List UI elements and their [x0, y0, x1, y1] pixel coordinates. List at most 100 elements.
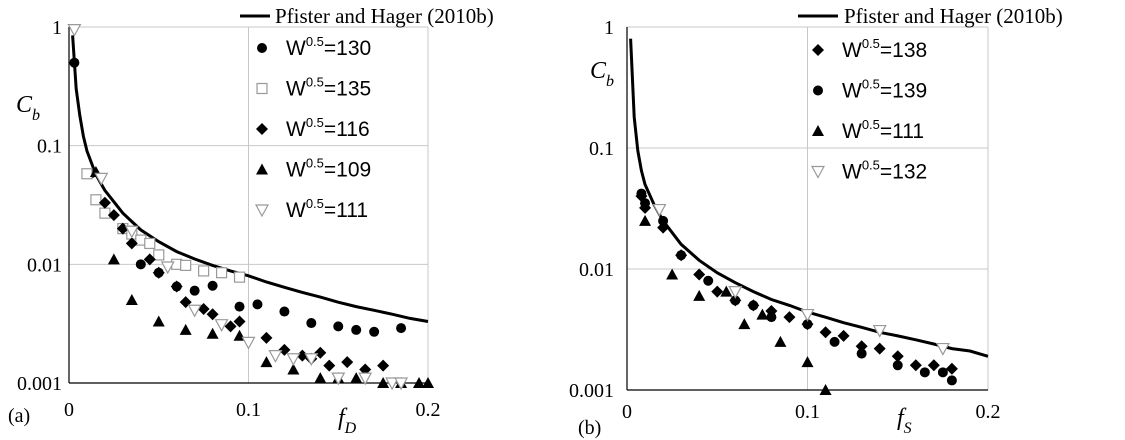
data-point-series-4 — [179, 323, 192, 335]
data-point-series-3 — [170, 280, 183, 293]
x-tick-label: 0 — [622, 401, 632, 423]
legend-marker-series-4 — [256, 163, 268, 175]
data-point-series-3 — [801, 356, 814, 368]
x-axis-label: fS — [897, 405, 912, 437]
x-axis-label-subscript: D — [344, 420, 357, 437]
data-point-series-4 — [422, 377, 434, 388]
x-tick-label: 0.1 — [236, 399, 261, 421]
data-point-series-1 — [855, 340, 868, 353]
legend-label-name: W — [842, 120, 862, 143]
x-tick-label: 0.2 — [416, 399, 441, 421]
legend-label-name: W — [286, 199, 306, 222]
data-point-series-1 — [927, 359, 940, 372]
data-point-series-4 — [260, 356, 273, 368]
legend-marker-series-1 — [812, 44, 824, 56]
data-point-series-4 — [152, 315, 165, 327]
data-point-series-3 — [341, 356, 354, 369]
data-point-series-1 — [306, 318, 317, 329]
legend-label-exponent: 0.5 — [306, 196, 324, 211]
y-tick-label: 0.001 — [569, 380, 614, 402]
data-point-series-1 — [891, 350, 904, 363]
legend-marker-series-3 — [256, 123, 268, 135]
data-point-series-3 — [107, 209, 120, 222]
data-point-series-3 — [152, 266, 165, 279]
legend-label-series-4: W0.5=132 — [842, 158, 927, 184]
data-point-series-1 — [873, 342, 886, 355]
legend-label-value: =111 — [324, 199, 368, 222]
data-point-series-1 — [189, 285, 200, 296]
legend-label-value: =130 — [324, 37, 371, 60]
data-point-series-1 — [279, 306, 290, 317]
data-point-series-1 — [135, 259, 146, 270]
data-point-series-4 — [107, 253, 120, 265]
data-point-series-2 — [919, 367, 930, 378]
legend-label-exponent: 0.5 — [306, 156, 324, 171]
data-point-series-5 — [385, 377, 400, 391]
data-point-series-2 — [144, 237, 156, 250]
x-tick-label: 0 — [64, 399, 74, 421]
legend-label-exponent: 0.5 — [306, 75, 324, 90]
legend-marker-series-2 — [813, 85, 823, 96]
data-point-series-2 — [99, 207, 111, 219]
data-point-series-3 — [314, 346, 327, 359]
y-tick-label: 0.1 — [37, 136, 62, 158]
data-point-series-3 — [377, 359, 390, 372]
y-tick-label: 0.01 — [27, 254, 62, 276]
reference-curve-line — [629, 38, 989, 358]
legend-label-value: =111 — [880, 120, 924, 143]
data-point-series-3 — [323, 359, 336, 372]
data-point-series-2 — [676, 250, 687, 261]
data-point-series-4 — [652, 203, 667, 217]
data-point-series-1 — [234, 301, 245, 312]
legend-label-name: W — [286, 159, 306, 182]
data-point-series-5 — [241, 336, 256, 350]
data-point-series-1 — [837, 329, 850, 342]
data-point-series-3 — [206, 308, 219, 321]
data-point-series-3 — [296, 349, 309, 362]
data-point-series-4 — [800, 308, 815, 322]
data-point-series-3 — [260, 331, 273, 344]
x-tick-label: 0.2 — [976, 401, 1001, 423]
chart-panel-b: 1 0.1 0.01 0.001 0 0.1 0.2 Cb fS (b) Pfister and H… — [569, 4, 1063, 439]
legend-marker-series-1 — [257, 43, 267, 53]
data-point-series-4 — [413, 377, 426, 388]
legend-label-series-1: W0.5=138 — [842, 36, 927, 62]
data-point-series-5 — [214, 319, 229, 332]
legend-label-series-3: W0.5=116 — [286, 115, 370, 141]
y-tick-label: 1 — [52, 17, 62, 39]
data-point-series-2 — [748, 300, 759, 311]
y-axis-label-subscript: b — [606, 73, 614, 90]
data-point-series-2 — [215, 267, 228, 279]
data-point-series-1 — [693, 268, 706, 281]
legend-label-value: =109 — [324, 159, 371, 182]
data-point-series-1 — [69, 57, 80, 68]
legend-label-value: =132 — [880, 161, 927, 184]
data-point-series-5 — [394, 377, 409, 391]
legend-label-name: W — [286, 78, 306, 101]
y-axis-label: Cb — [590, 58, 614, 90]
legend-label-exponent: 0.5 — [862, 158, 880, 173]
legend-label-name: W — [842, 80, 862, 103]
data-point-series-3 — [738, 318, 751, 330]
data-point-series-3 — [278, 343, 291, 356]
data-point-series-5 — [187, 304, 202, 318]
data-point-series-1 — [783, 311, 796, 324]
data-point-series-3 — [116, 222, 129, 235]
data-point-series-2 — [892, 360, 903, 371]
data-point-series-4 — [125, 294, 138, 306]
legend-curve-label: Pfister and Hager (2010b) — [275, 4, 494, 28]
data-point-series-1 — [945, 362, 958, 375]
data-point-series-2 — [81, 168, 93, 180]
y-tick-label: 0.001 — [17, 373, 62, 395]
data-point-series-5 — [331, 372, 346, 386]
data-point-series-4 — [872, 324, 887, 338]
data-point-series-1 — [252, 299, 263, 310]
legend-label-exponent: 0.5 — [306, 115, 324, 130]
data-point-series-1 — [909, 359, 922, 372]
data-point-series-5 — [67, 24, 82, 37]
data-point-series-1 — [333, 321, 344, 332]
data-point-series-4 — [350, 372, 363, 384]
data-point-series-5 — [94, 172, 109, 186]
legend-label-exponent: 0.5 — [862, 36, 880, 51]
